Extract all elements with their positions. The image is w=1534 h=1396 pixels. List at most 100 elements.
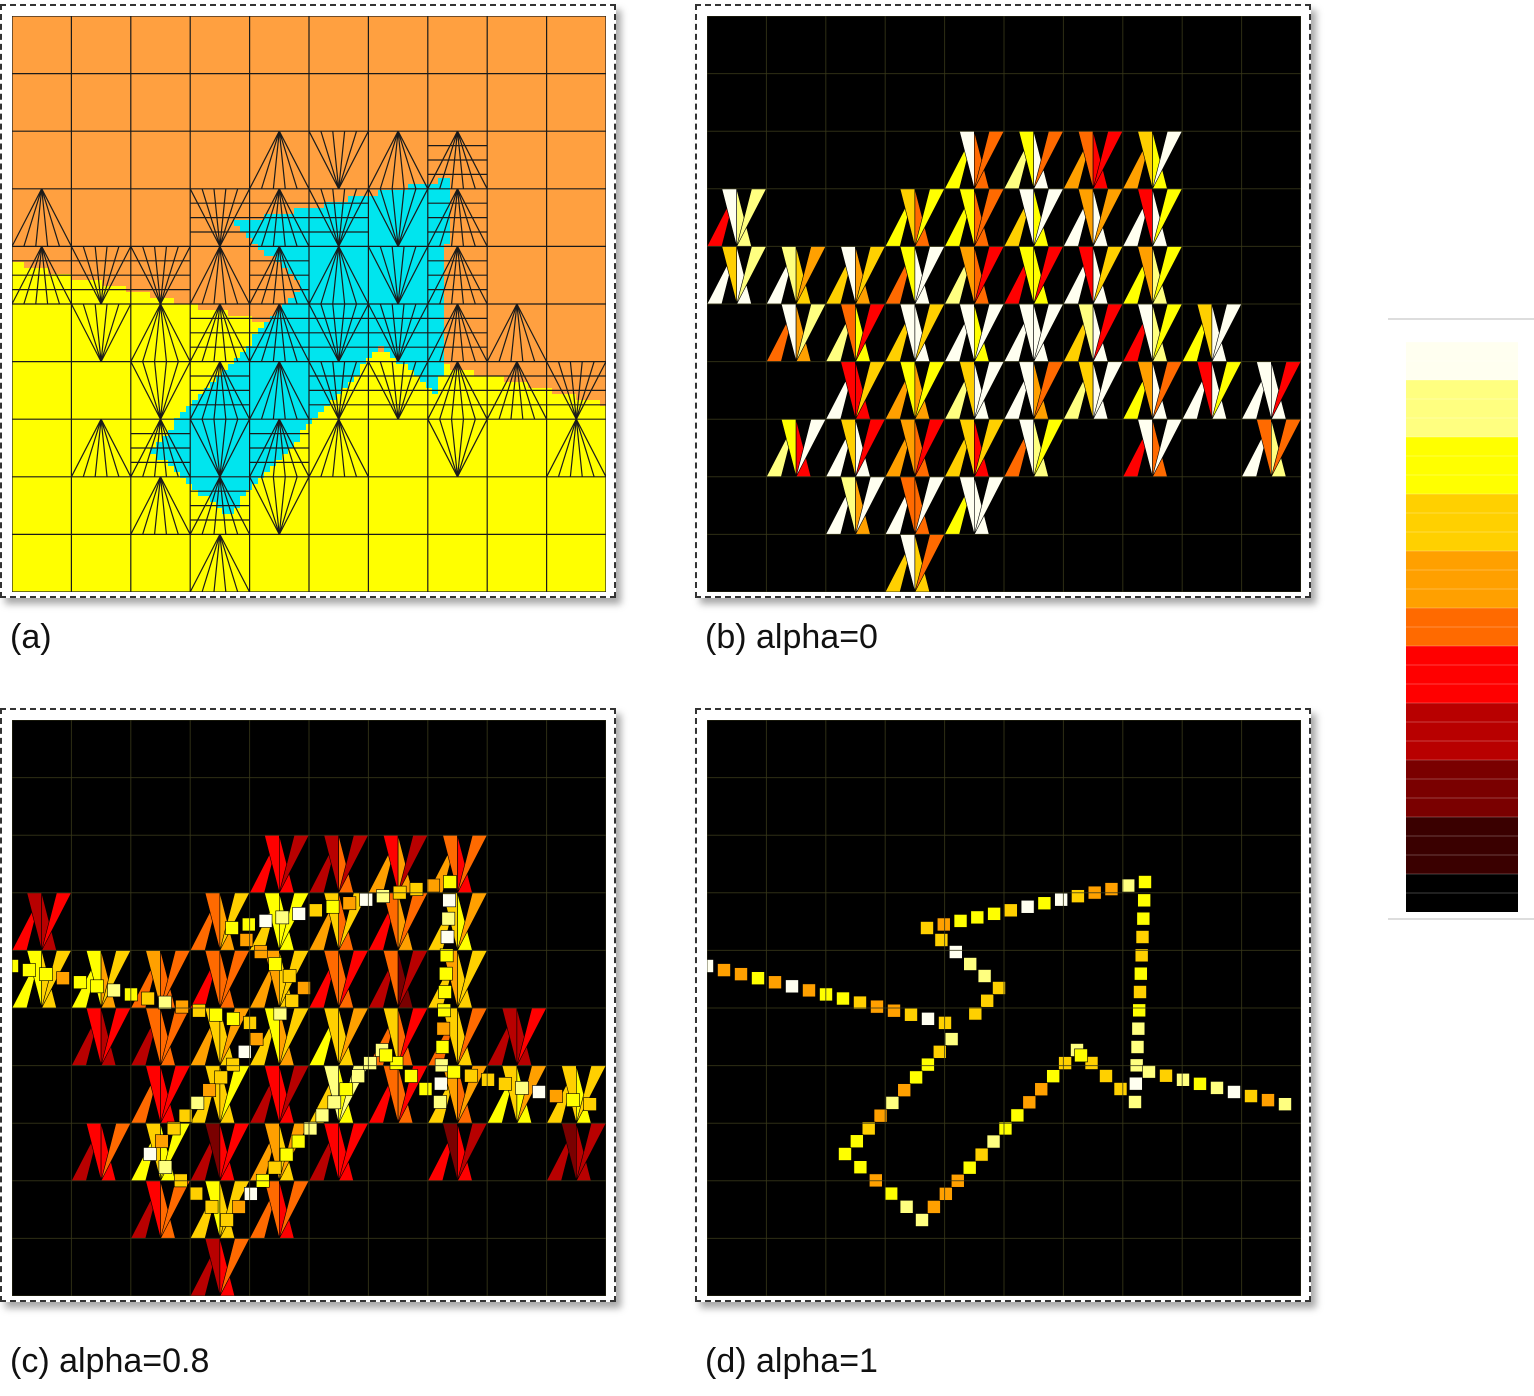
- region-cell-top: [480, 16, 487, 23]
- region-cell-top: [282, 142, 289, 149]
- region-cell-arrow: [258, 232, 265, 239]
- region-cell-top: [264, 196, 271, 203]
- region-cell-top: [180, 208, 187, 215]
- region-cell-top: [486, 244, 493, 251]
- region-cell-arrow: [390, 220, 397, 227]
- region-cell-top: [234, 100, 241, 107]
- region-cell-arrow: [372, 220, 379, 227]
- region-cell-top: [426, 40, 433, 47]
- region-cell-top: [486, 214, 493, 221]
- region-cell-top: [126, 220, 133, 227]
- region-cell-top: [558, 118, 565, 125]
- region-cell-arrow: [300, 274, 307, 281]
- region-cell-bottom: [150, 310, 157, 317]
- region-cell-top: [462, 130, 469, 137]
- region-cell-bottom: [24, 280, 31, 287]
- region-cell-top: [576, 274, 583, 281]
- region-cell-top: [594, 154, 601, 161]
- region-cell-top: [108, 106, 115, 113]
- region-cell-top: [570, 226, 577, 233]
- region-cell-top: [276, 106, 283, 113]
- region-cell-arrow: [318, 262, 325, 269]
- region-cell-top: [66, 100, 73, 107]
- region-cell-top: [546, 232, 553, 239]
- region-cell-top: [72, 202, 79, 209]
- region-cell-arrow: [312, 208, 319, 215]
- region-cell-top: [348, 52, 355, 59]
- region-cell-top: [318, 172, 325, 179]
- region-cell-top: [48, 76, 55, 83]
- region-cell-arrow: [330, 268, 337, 275]
- region-cell-arrow: [378, 238, 385, 245]
- region-cell-top: [450, 268, 457, 275]
- region-cell-top: [528, 292, 535, 299]
- region-cell-top: [492, 274, 499, 281]
- region-cell-top: [276, 262, 283, 269]
- region-cell-top: [462, 304, 469, 311]
- region-cell-bottom: [42, 292, 49, 299]
- region-cell-top: [474, 202, 481, 209]
- region-cell-top: [60, 118, 67, 125]
- region-cell-top: [534, 196, 541, 203]
- region-cell-top: [504, 40, 511, 47]
- region-cell-top: [342, 136, 349, 143]
- region-cell-top: [30, 244, 37, 251]
- region-cell-top: [474, 280, 481, 287]
- region-cell-top: [414, 82, 421, 89]
- region-cell-top: [408, 46, 415, 53]
- region-cell-top: [54, 226, 61, 233]
- region-cell-top: [522, 136, 529, 143]
- region-cell-top: [156, 232, 163, 239]
- region-cell-top: [144, 178, 151, 185]
- region-cell-top: [510, 58, 517, 65]
- region-cell-top: [348, 28, 355, 35]
- region-cell-top: [162, 46, 169, 53]
- region-cell-arrow: [318, 232, 325, 239]
- region-cell-top: [258, 166, 265, 173]
- region-cell-arrow: [312, 226, 319, 233]
- region-cell-top: [270, 118, 277, 125]
- region-cell-top: [462, 166, 469, 173]
- region-cell-top: [42, 124, 49, 131]
- region-cell-top: [432, 100, 439, 107]
- region-cell-bottom: [132, 310, 139, 317]
- region-cell-top: [546, 292, 553, 299]
- region-cell-top: [84, 22, 91, 29]
- region-cell-top: [144, 28, 151, 35]
- region-cell-top: [552, 310, 559, 317]
- region-cell-top: [570, 58, 577, 65]
- region-cell-top: [54, 52, 61, 59]
- region-cell-top: [90, 130, 97, 137]
- region-cell-top: [222, 160, 229, 167]
- region-cell-top: [96, 238, 103, 245]
- region-cell-arrow: [402, 244, 409, 251]
- region-cell-top: [588, 88, 595, 95]
- region-cell-top: [546, 40, 553, 47]
- region-cell-bottom: [96, 316, 103, 323]
- region-cell-top: [372, 52, 379, 59]
- region-cell-top: [108, 22, 115, 29]
- region-cell-top: [252, 256, 259, 263]
- region-cell-top: [534, 22, 541, 29]
- region-cell-bottom: [114, 316, 121, 323]
- region-cell-top: [156, 268, 163, 275]
- region-cell-top: [54, 166, 61, 173]
- region-cell-arrow: [408, 268, 415, 275]
- region-cell-top: [84, 64, 91, 71]
- region-cell-top: [102, 250, 109, 257]
- region-cell-top: [210, 118, 217, 125]
- region-cell-arrow: [312, 220, 319, 227]
- region-cell-top: [138, 256, 145, 263]
- region-cell-arrow: [420, 256, 427, 263]
- region-cell-top: [588, 82, 595, 89]
- region-cell-top: [294, 40, 301, 47]
- region-cell-top: [486, 262, 493, 269]
- region-cell-top: [546, 16, 553, 23]
- region-cell-top: [570, 190, 577, 197]
- region-cell-top: [288, 124, 295, 131]
- region-cell-top: [546, 46, 553, 53]
- region-cell-top: [540, 124, 547, 131]
- region-cell-top: [210, 76, 217, 83]
- region-cell-top: [24, 154, 31, 161]
- region-cell-arrow: [414, 298, 421, 305]
